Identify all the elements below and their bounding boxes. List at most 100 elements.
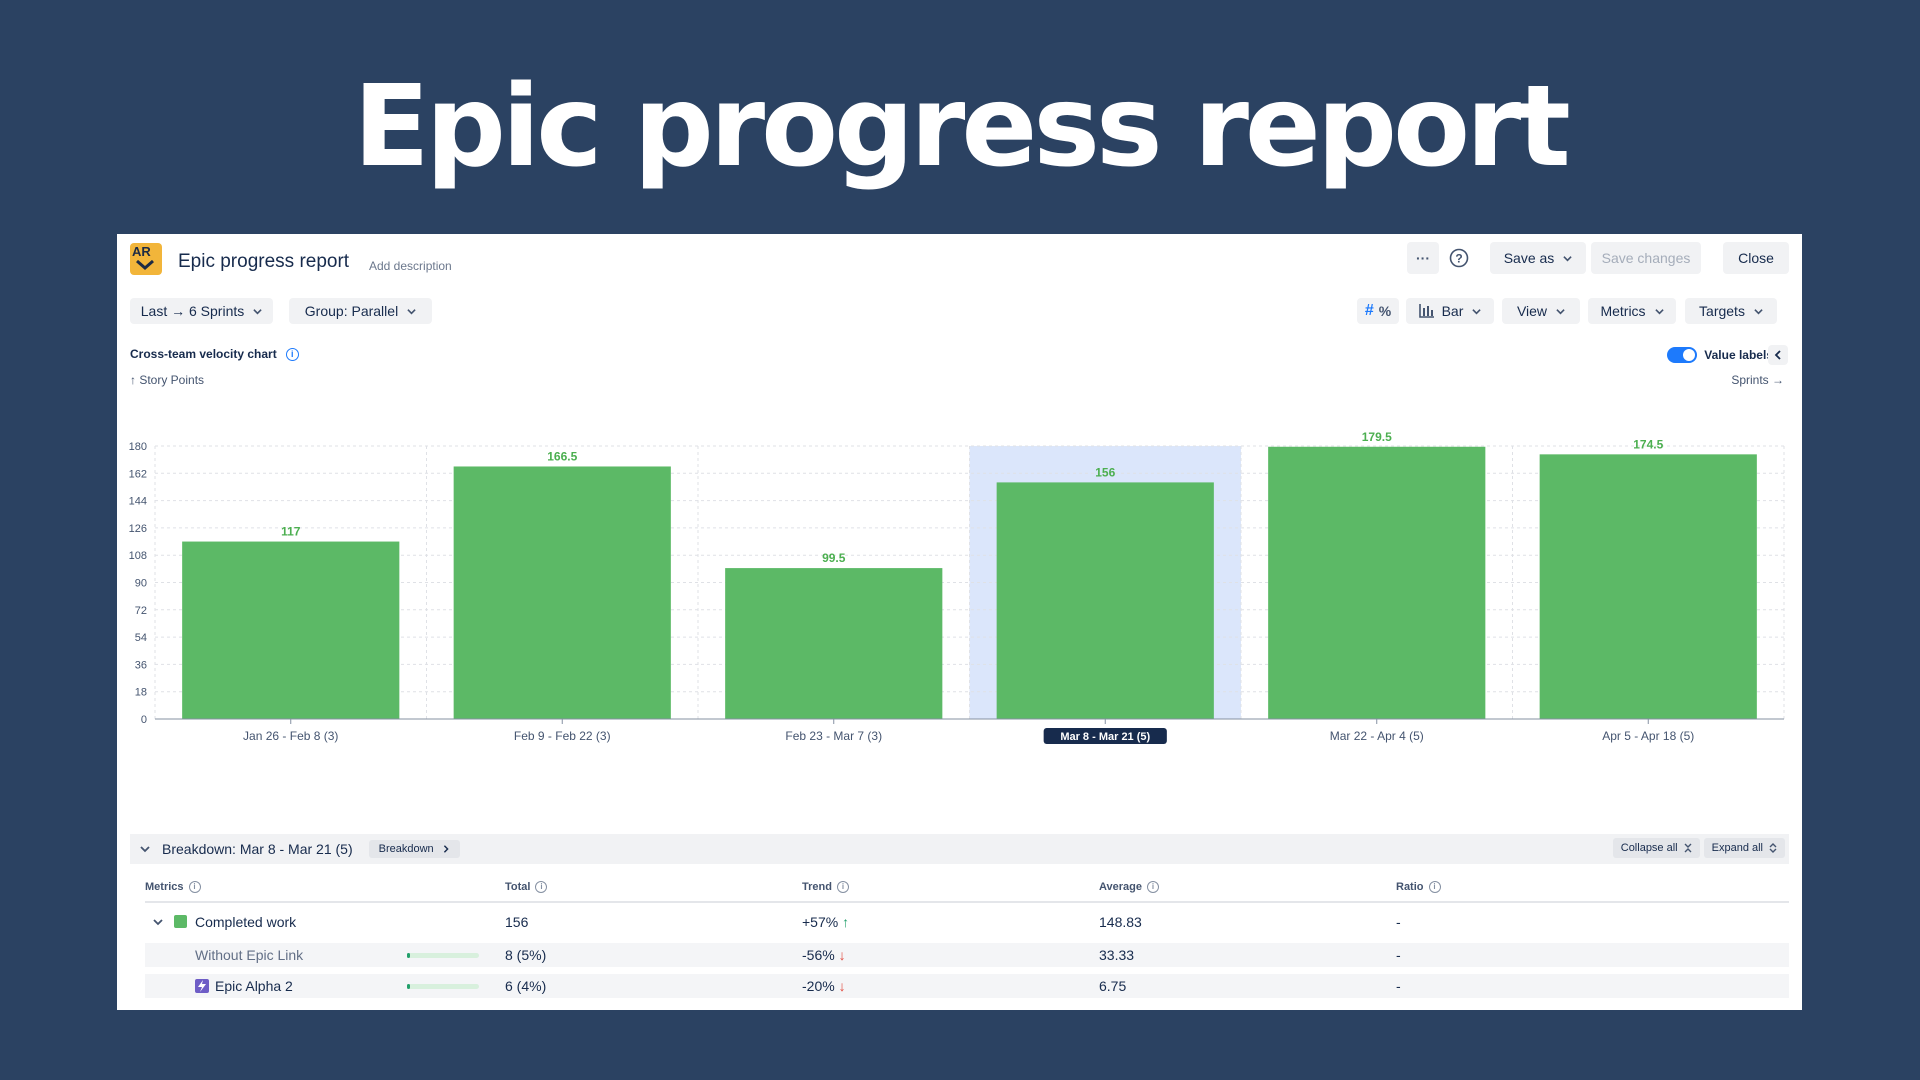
bar[interactable] [182, 541, 400, 719]
hash-icon: # [1364, 302, 1374, 319]
expand-all-button[interactable]: Expand all [1703, 838, 1785, 858]
help-icon: ? [1449, 248, 1469, 268]
view-dropdown[interactable]: View [1502, 298, 1580, 324]
table-row-completed-work[interactable]: Completed work 156 +57% ↑ 148.83 - [145, 910, 1789, 934]
info-icon[interactable]: i [188, 881, 201, 893]
bar[interactable] [1539, 454, 1757, 719]
add-description-link[interactable]: Add description [369, 259, 452, 273]
info-icon[interactable]: i [535, 881, 548, 893]
bar[interactable] [453, 466, 671, 719]
trend-down-icon: ↓ [838, 947, 846, 963]
chevron-left-icon [1774, 350, 1781, 360]
chevron-down-icon [1654, 308, 1664, 314]
chevron-down-icon [1563, 255, 1572, 261]
row-trend: -56% ↓ [802, 947, 846, 963]
group-dropdown[interactable]: Group: Parallel [289, 298, 432, 324]
trend-up-icon: ↑ [842, 914, 850, 930]
value-labels-text: Value labels [1704, 348, 1773, 362]
trend-value: +57% [802, 914, 839, 930]
share-progress-bar [407, 953, 479, 958]
chevron-down-icon [1754, 308, 1763, 314]
bar[interactable] [1268, 446, 1486, 719]
chevron-down-icon[interactable] [140, 844, 150, 854]
chevron-down-icon [407, 308, 416, 314]
metrics-label: Metrics [1600, 303, 1646, 319]
bar[interactable] [996, 482, 1214, 719]
chart-type-dropdown[interactable]: Bar [1406, 298, 1494, 324]
row-name: Without Epic Link [195, 947, 304, 963]
column-header-total: Total i [505, 881, 548, 893]
targets-dropdown[interactable]: Targets [1685, 298, 1777, 324]
chevron-down-icon [1556, 308, 1565, 314]
column-label: Average [1099, 881, 1143, 893]
x-axis-label: Sprints → [1731, 373, 1784, 387]
breakdown-title: Breakdown: Mar 8 - Mar 21 (5) [162, 841, 353, 857]
column-header-ratio: Ratio i [1396, 881, 1441, 893]
chevron-down-icon[interactable] [153, 917, 163, 927]
x-tick-label: Mar 8 - Mar 21 (5) [1060, 731, 1150, 743]
row-total: 8 (5%) [505, 947, 547, 963]
row-average: 33.33 [1099, 947, 1135, 963]
trend-down-icon: ↓ [838, 978, 846, 994]
range-dropdown[interactable]: Last → 6 Sprints [130, 298, 273, 324]
breakdown-button[interactable]: Breakdown [368, 840, 460, 858]
metrics-dropdown[interactable]: Metrics [1588, 298, 1676, 324]
row-total: 156 [505, 914, 529, 930]
more-button[interactable]: ··· [1407, 242, 1439, 274]
collapse-panel-button[interactable] [1768, 345, 1788, 365]
column-header-average: Average i [1099, 881, 1160, 893]
column-label: Total [505, 881, 531, 893]
view-label: View [1516, 303, 1548, 319]
chart-title-text: Cross-team velocity chart [130, 347, 277, 361]
row-name: Completed work [195, 914, 297, 930]
table-row-without-epic-link[interactable]: Without Epic Link 8 (5%) -56% ↓ 33.33 - [145, 943, 1789, 967]
y-tick-label: 126 [129, 523, 147, 535]
column-label: Metrics [145, 881, 184, 893]
report-title: Epic progress report [178, 251, 350, 272]
y-tick-label: 144 [129, 496, 147, 508]
svg-text:?: ? [1455, 252, 1462, 266]
logo-chevron-icon [136, 260, 154, 270]
info-icon[interactable]: i [1147, 881, 1160, 893]
save-as-button[interactable]: Save as [1490, 242, 1586, 274]
toggle-switch[interactable] [1667, 347, 1698, 363]
trend-value: -56% [802, 947, 835, 963]
bar-chart-icon [1418, 304, 1434, 318]
column-label: Trend [802, 881, 832, 893]
help-button[interactable]: ? [1443, 242, 1475, 274]
logo-text: AR [132, 244, 151, 259]
row-average: 6.75 [1099, 978, 1127, 994]
info-icon[interactable]: i [285, 347, 299, 361]
group-label: Group: Parallel [304, 303, 399, 319]
close-button[interactable]: Close [1723, 242, 1789, 274]
save-changes-button[interactable]: Save changes [1591, 242, 1701, 274]
chevron-right-icon [443, 845, 449, 853]
number-percent-toggle[interactable]: # % [1357, 298, 1399, 324]
bar-value-label: 166.5 [547, 449, 577, 463]
more-icon: ··· [1416, 250, 1430, 266]
collapse-icon [1684, 843, 1692, 853]
row-trend: -20% ↓ [802, 978, 846, 994]
table-row-epic-alpha-2[interactable]: Epic Alpha 2 6 (4%) -20% ↓ 6.75 - [145, 974, 1789, 998]
velocity-bar-chart: 0 18 36 54 72 90 108 126 144 162 180 117 Jan 26 - Fe… [129, 430, 1785, 744]
app-logo: AR [130, 243, 162, 275]
info-icon[interactable]: i [836, 881, 849, 893]
chart-type-label: Bar [1441, 303, 1464, 319]
bar-value-label: 156 [1095, 465, 1115, 479]
epic-lightning-icon [195, 979, 209, 993]
y-tick-label: 72 [135, 605, 147, 617]
collapse-all-button[interactable]: Collapse all [1612, 838, 1700, 858]
bar[interactable] [725, 568, 943, 719]
info-icon[interactable]: i [1428, 881, 1441, 893]
y-tick-label: 180 [129, 441, 147, 453]
row-name: Epic Alpha 2 [215, 978, 293, 994]
value-labels-toggle[interactable]: Value labels [1667, 347, 1773, 363]
bar-value-label: 117 [281, 525, 301, 539]
expand-all-label: Expand all [1711, 842, 1763, 854]
row-trend: +57% ↑ [802, 914, 849, 930]
y-axis-label: ↑ Story Points [130, 373, 205, 387]
trend-value: -20% [802, 978, 835, 994]
breakdown-button-label: Breakdown [378, 843, 434, 855]
series-color-swatch [174, 915, 187, 928]
x-tick-label: Feb 23 - Mar 7 (3) [785, 729, 882, 743]
